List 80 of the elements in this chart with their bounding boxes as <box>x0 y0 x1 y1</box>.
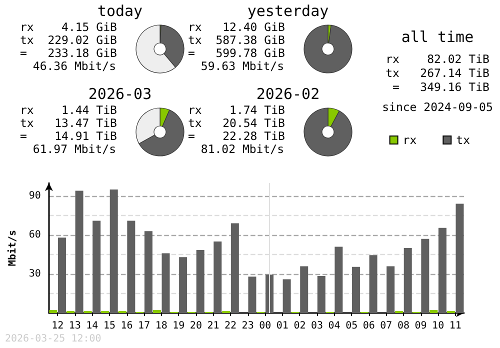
x-tick-label: 01 <box>276 320 288 332</box>
text: tx 587.38 GiB <box>188 33 285 47</box>
bar <box>404 248 412 313</box>
bar <box>92 220 101 313</box>
x-tick-label: 00 <box>259 320 272 332</box>
chart-title: today <box>96 2 144 20</box>
x-tick-label: 11 <box>449 320 462 332</box>
x-tick-label: 18 <box>155 320 168 332</box>
chart-title: 2026-02 <box>255 85 321 103</box>
bar <box>179 257 188 313</box>
text: all time <box>400 28 475 46</box>
bar <box>317 276 326 313</box>
x-tick-label: 02 <box>294 320 306 332</box>
bar <box>110 190 118 313</box>
x-tick-label: 06 <box>362 320 375 332</box>
bar <box>152 310 161 313</box>
x-tick-label: 15 <box>103 320 116 332</box>
bar <box>438 228 446 313</box>
bar <box>230 223 239 313</box>
y-tick-label: 30 <box>28 268 41 280</box>
text: rx 1.44 TiB <box>20 103 117 117</box>
text: tx 13.47 TiB <box>20 116 117 130</box>
bar <box>75 190 84 313</box>
bar <box>196 250 204 313</box>
chart-title: 2026-03 <box>87 85 153 103</box>
text: rx 4.15 GiB <box>20 20 117 34</box>
bar <box>421 238 430 313</box>
text: = 14.91 TiB <box>20 129 117 143</box>
x-tick-label: 21 <box>207 320 220 332</box>
legend-label: tx <box>456 133 470 147</box>
x-tick-label: 05 <box>346 320 358 332</box>
x-tick-label: 08 <box>397 320 410 332</box>
text: 81.02 Mbit/s <box>200 142 284 156</box>
text: rx 1.74 TiB <box>188 103 285 117</box>
x-tick-label: 23 <box>242 320 254 332</box>
bar <box>214 242 222 313</box>
bar <box>49 310 58 313</box>
bar <box>248 276 256 313</box>
x-tick-label: 03 <box>310 320 324 332</box>
x-tick-label: 17 <box>138 320 150 332</box>
text: 61.97 Mbit/s <box>32 142 116 156</box>
text: rx 12.40 GiB <box>188 20 285 34</box>
bar <box>282 279 291 313</box>
x-tick-label: 09 <box>414 320 427 332</box>
text: = 233.18 GiB <box>20 46 117 60</box>
bar <box>162 253 170 313</box>
text: = 599.78 GiB <box>188 46 285 60</box>
bar <box>58 238 66 313</box>
x-tick-label: 13 <box>68 320 81 332</box>
text: tx 267.14 TiB <box>384 66 490 80</box>
bar <box>386 266 395 313</box>
text: rx 82.02 TiB <box>384 52 490 66</box>
bar <box>369 255 378 313</box>
x-tick-label: 12 <box>52 320 64 332</box>
text: 59.63 Mbit/s <box>200 59 284 73</box>
text: tx 20.54 TiB <box>188 116 285 130</box>
x-tick-label: 16 <box>120 320 133 332</box>
x-tick-label: 20 <box>190 320 202 332</box>
bar <box>127 220 136 313</box>
y-axis-title: Mbit/s <box>6 230 18 266</box>
x-tick-label: 10 <box>432 320 444 332</box>
x-tick-label: 04 <box>328 320 340 332</box>
bar <box>334 246 343 313</box>
x-tick-label: 14 <box>86 320 98 332</box>
bar <box>352 266 360 313</box>
y-tick-label: 60 <box>28 230 41 240</box>
text: tx 229.02 GiB <box>20 33 117 47</box>
text: 46.36 Mbit/s <box>32 59 116 73</box>
x-tick-label: 22 <box>224 320 237 332</box>
text: = 22.28 TiB <box>188 129 285 143</box>
legend-label: rx <box>402 133 417 147</box>
bar <box>430 310 438 313</box>
x-tick-label: 19 <box>172 320 185 332</box>
text: = 349.16 TiB <box>391 80 490 94</box>
bar <box>300 266 308 313</box>
y-tick-label: 90 <box>28 190 41 202</box>
chart-title: yesterday <box>246 2 330 20</box>
bar <box>144 231 152 313</box>
text: since 2024-09-05 <box>381 100 494 114</box>
x-tick-label: 07 <box>380 320 392 332</box>
